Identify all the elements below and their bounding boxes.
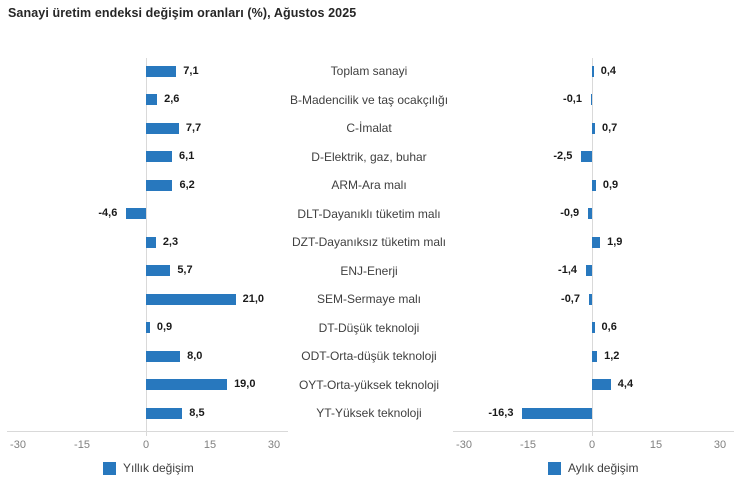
x-axis-tick-label: 30 (267, 439, 281, 451)
value-label: 8,5 (189, 406, 205, 419)
monthly-legend-swatch-icon (548, 461, 561, 475)
bar (592, 322, 595, 333)
legend-monthly-change: Aylık değişim (548, 461, 638, 475)
bar (146, 65, 177, 77)
value-label: 8,0 (187, 349, 203, 362)
value-label: -16,3 (488, 406, 514, 419)
x-axis-tick-label: 0 (588, 439, 596, 451)
value-label: 7,1 (183, 64, 199, 77)
bar (588, 208, 592, 219)
value-label: 2,6 (164, 93, 180, 105)
value-label: 6,2 (179, 178, 195, 191)
category-label: DZT-Dayanıksız tüketim malı (291, 235, 447, 249)
value-label: 1,2 (604, 349, 620, 362)
x-axis-tick-label: -15 (74, 439, 90, 451)
annual-legend-label: Yıllık değişim (123, 461, 194, 475)
value-label: 21,0 (242, 292, 265, 305)
x-axis-tick-label: -30 (10, 439, 26, 451)
bar (589, 293, 592, 305)
bar (146, 350, 181, 362)
category-label: ENJ-Enerji (340, 263, 398, 278)
bar (146, 236, 156, 248)
category-label: ARM-Ara malı (331, 178, 407, 192)
monthly-legend-label: Aylık değişim (568, 461, 639, 475)
value-label: 1,9 (607, 235, 623, 248)
chart-title: Sanayi üretim endeksi değişim oranları (… (8, 6, 357, 20)
bar (146, 407, 183, 419)
category-label: YT-Yüksek teknoloji (316, 406, 422, 420)
category-label: SEM-Sermaye malı (316, 292, 422, 306)
category-label: OYT-Orta-yüksek teknoloji (298, 377, 440, 392)
bar (592, 179, 596, 191)
value-label: 0,4 (600, 64, 616, 77)
x-axis-tick-label: 0 (142, 439, 150, 451)
x-axis-tick-label: 30 (713, 439, 727, 451)
category-label: DLT-Dayanıklı tüketim malı (297, 206, 441, 221)
value-label: 2,3 (162, 235, 179, 248)
bar (592, 350, 598, 362)
value-label: -4,6 (98, 207, 118, 219)
bar (146, 322, 150, 333)
annual-legend-swatch-icon (103, 461, 116, 475)
value-label: -2,5 (553, 150, 573, 162)
bar (592, 379, 611, 390)
bar (146, 94, 158, 105)
value-label: 0,7 (601, 121, 618, 134)
bar (592, 236, 601, 248)
value-label: -0,9 (560, 207, 580, 219)
bar (522, 407, 592, 419)
value-label: 5,7 (177, 264, 193, 276)
value-label: -0,7 (561, 292, 580, 305)
bar (146, 122, 179, 134)
value-label: -0,1 (563, 93, 582, 105)
category-label: D-Elektrik, gaz, buhar (311, 149, 427, 164)
x-axis-tick-label: 15 (649, 439, 663, 451)
bar (126, 208, 146, 219)
bar (146, 151, 173, 162)
value-label: 4,4 (617, 378, 634, 390)
bar (146, 293, 236, 305)
category-label: B-Madencilik ve taş ocakçılığı (289, 92, 449, 107)
value-label: 19,0 (234, 378, 256, 390)
value-label: 0,6 (601, 321, 617, 333)
x-axis-line (453, 431, 734, 432)
bar (591, 94, 592, 105)
category-label: C-İmalat (346, 121, 392, 135)
x-axis-tick-label: -30 (456, 439, 472, 451)
value-label: 7,7 (185, 121, 202, 134)
bar (592, 122, 595, 134)
value-label: -1,4 (558, 264, 578, 276)
bar (581, 151, 592, 162)
category-label: Toplam sanayi (330, 64, 408, 78)
bar (146, 379, 228, 390)
x-axis-tick-label: -15 (520, 439, 536, 451)
legend-annual-change: Yıllık değişim (103, 461, 194, 475)
value-label: 0,9 (156, 321, 173, 333)
bar (592, 65, 594, 77)
category-label: ODT-Orta-düşük teknoloji (301, 349, 437, 363)
bar (146, 265, 171, 276)
value-label: 6,1 (179, 150, 195, 162)
bar (146, 179, 173, 191)
x-axis-line (7, 431, 288, 432)
bar (586, 265, 592, 276)
value-label: 0,9 (602, 178, 619, 191)
category-label: DT-Düşük teknoloji (318, 320, 420, 335)
x-axis-tick-label: 15 (203, 439, 217, 451)
